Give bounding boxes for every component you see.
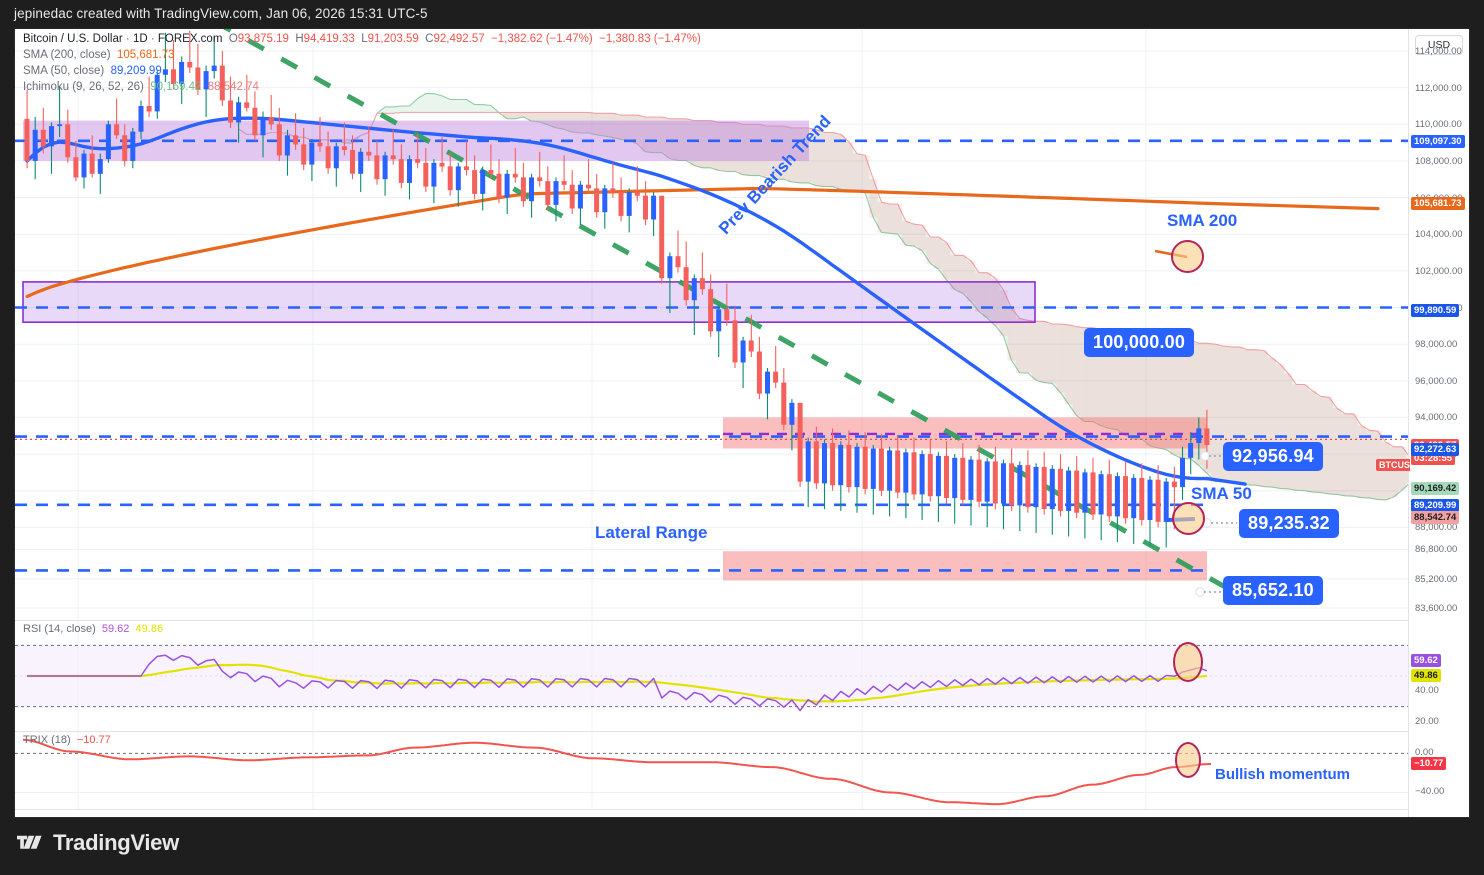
- annotation-bullish-momentum[interactable]: Bullish momentum: [1215, 766, 1351, 783]
- legend-ichimoku-name: Ichimoku (9, 26, 52, 26): [23, 81, 144, 93]
- price-scale[interactable]: USD 114,000.00 112,000.00 110,000.00 108,00…: [1408, 29, 1469, 817]
- price-tick-label: 88,000.00: [1415, 522, 1458, 533]
- price-scale-pill[interactable]: 89,209.99: [1411, 499, 1460, 512]
- legend-ichimoku-value-1: 90,169.42: [150, 81, 202, 93]
- price-tick-label: 112,000.00: [1415, 83, 1462, 94]
- price-tick-label: 114,000.00: [1415, 46, 1462, 57]
- annotation-sma200-label[interactable]: SMA 200: [1167, 211, 1238, 230]
- price-tick-label: 110,000.00: [1415, 119, 1462, 130]
- chart-legend: Bitcoin / U.S. Dollar · 1D · FOREX.com O…: [23, 31, 701, 95]
- price-scale-pill[interactable]: 90,169.42: [1411, 482, 1460, 495]
- legend-sma200-value: 105,681.73: [116, 49, 175, 61]
- annotation-price-100k[interactable]: 100,000.00: [1084, 328, 1195, 357]
- tradingview-logo: TradingView: [17, 830, 179, 856]
- time-axis[interactable]: SepOctNovDec2026: [15, 809, 1410, 817]
- footer-bar: TradingView: [0, 818, 1484, 875]
- legend-low-label: L: [361, 33, 368, 45]
- legend-row-sma50[interactable]: SMA (50, close) 89,209.99: [23, 63, 701, 79]
- legend-symbol: Bitcoin / U.S. Dollar: [23, 33, 123, 45]
- annotation-price-85652[interactable]: 85,652.10: [1223, 576, 1323, 605]
- legend-open-label: O: [228, 33, 238, 45]
- annotation-price-92956[interactable]: 92,956.94: [1223, 442, 1323, 471]
- price-tick-label: 96,000.00: [1415, 376, 1458, 387]
- annotation-lateral-range[interactable]: Lateral Range: [595, 523, 708, 542]
- price-tick-label: 104,000.00: [1415, 229, 1463, 240]
- trix-scale-pill[interactable]: −10.77: [1411, 757, 1447, 770]
- trix-tick-label: 0.00: [1415, 747, 1434, 758]
- price-tick-label: 85,200.00: [1415, 574, 1458, 585]
- legend-row-sma200[interactable]: SMA (200, close) 105,681.73: [23, 47, 701, 63]
- tradingview-wordmark: TradingView: [53, 830, 179, 855]
- rsi-chart-canvas: [15, 621, 1410, 730]
- legend-close-label: C: [425, 33, 434, 45]
- trix-legend-name: TRIX (18): [23, 734, 71, 746]
- legend-sma200-name: SMA (200, close): [23, 49, 111, 61]
- price-pane[interactable]: Bitcoin / U.S. Dollar · 1D · FOREX.com O…: [15, 29, 1410, 619]
- legend-sep-2: ·: [147, 33, 158, 45]
- legend-high-label: H: [295, 33, 304, 45]
- btcusd-tag: BTCUSD: [1376, 459, 1410, 471]
- annotation-circle-trix[interactable]: [1175, 742, 1201, 778]
- watermark-text: jepinedac created with TradingView.com, …: [14, 6, 428, 21]
- rsi-scale-pill[interactable]: 49.86: [1411, 669, 1441, 682]
- trix-tick-label: −40.00: [1415, 786, 1445, 797]
- rsi-scale-pill[interactable]: 59.62: [1411, 654, 1441, 667]
- legend-close-value: 92,492.57: [433, 33, 485, 45]
- trix-chart-canvas: [15, 732, 1410, 809]
- legend-sep-1: ·: [122, 33, 133, 45]
- legend-change-secondary: −1,380.83 (−1.47%): [599, 33, 701, 45]
- rsi-legend-name: RSI (14, close): [23, 623, 96, 635]
- price-tick-label: 83,600.00: [1415, 603, 1458, 614]
- tradingview-mark-icon: [17, 835, 42, 849]
- trix-legend-value: −10.77: [76, 734, 111, 746]
- price-tick-label: 102,000.00: [1415, 266, 1463, 277]
- rsi-legend-value: 59.62: [101, 623, 130, 635]
- rsi-legend[interactable]: RSI (14, close) 59.62 49.86: [23, 623, 163, 635]
- legend-low-value: 91,203.59: [367, 33, 419, 45]
- rsi-tick-label: 20.00: [1415, 716, 1439, 727]
- annotation-circle-rsi[interactable]: [1173, 642, 1203, 682]
- annotation-circle-sma50[interactable]: [1172, 502, 1205, 535]
- price-tick-label: 94,000.00: [1415, 412, 1458, 423]
- rsi-legend-ma-value: 49.86: [135, 623, 164, 635]
- legend-exchange: FOREX.com: [157, 33, 223, 45]
- price-scale-pill[interactable]: 105,681.73: [1411, 197, 1465, 210]
- rsi-pane[interactable]: RSI (14, close) 59.62 49.86: [15, 620, 1410, 730]
- price-chart-canvas: [15, 29, 1410, 619]
- annotation-circle-sma200[interactable]: [1171, 240, 1204, 273]
- price-tick-label: 86,800.00: [1415, 544, 1458, 555]
- annotation-sma50-label[interactable]: SMA 50: [1191, 484, 1252, 503]
- trix-legend[interactable]: TRIX (18) −10.77: [23, 734, 111, 746]
- rsi-tick-label: 40.00: [1415, 685, 1439, 696]
- legend-row-symbol[interactable]: Bitcoin / U.S. Dollar · 1D · FOREX.com O…: [23, 31, 701, 47]
- legend-interval: 1D: [132, 33, 148, 45]
- chart-frame: Bitcoin / U.S. Dollar · 1D · FOREX.com O…: [14, 28, 1470, 818]
- currency-chip[interactable]: USD: [1415, 35, 1463, 55]
- legend-sma50-value: 89,209.99: [110, 65, 162, 77]
- price-tick-label: 108,000.00: [1415, 156, 1463, 167]
- legend-row-ichimoku[interactable]: Ichimoku (9, 26, 52, 26) 90,169.42 88,54…: [23, 79, 701, 95]
- price-scale-pill[interactable]: 109,097.30: [1411, 135, 1465, 148]
- price-scale-pill[interactable]: 99,890.59: [1411, 304, 1460, 317]
- price-scale-pill[interactable]: 88,542.74: [1411, 511, 1460, 524]
- legend-open-value: 93,875.19: [237, 33, 289, 45]
- legend-sma50-name: SMA (50, close): [23, 65, 105, 77]
- legend-change: −1,382.62 (−1.47%): [491, 33, 593, 45]
- price-scale-pill[interactable]: 92,272.63: [1411, 443, 1460, 456]
- trix-pane[interactable]: TRIX (18) −10.77 Bullish momentum: [15, 731, 1410, 809]
- annotation-price-89235[interactable]: 89,235.32: [1239, 509, 1339, 538]
- legend-high-value: 94,419.33: [303, 33, 355, 45]
- price-tick-label: 98,000.00: [1415, 339, 1458, 350]
- legend-ichimoku-value-2: 88,542.74: [207, 81, 259, 93]
